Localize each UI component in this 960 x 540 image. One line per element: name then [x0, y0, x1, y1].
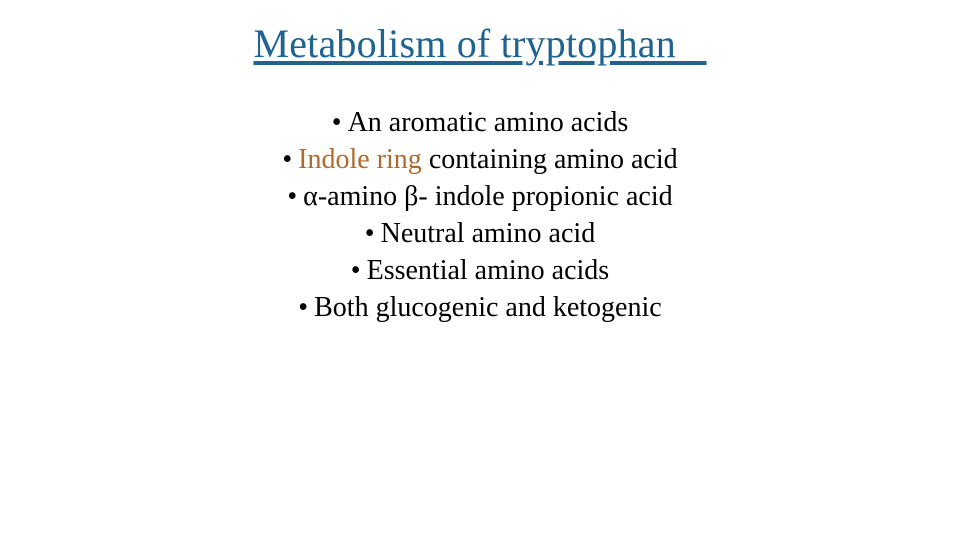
item-text: α-amino β- indole propionic acid: [303, 181, 672, 212]
bullet-icon: •: [332, 107, 348, 138]
item-text-highlight: Indole ring: [298, 144, 422, 175]
list-item: •Indole ring containing amino acid: [0, 142, 960, 179]
bullet-icon: •: [351, 255, 367, 286]
bullet-icon: •: [287, 181, 303, 212]
slide-title: Metabolism of tryptophan: [253, 21, 706, 66]
list-item: •Neutral amino acid: [0, 216, 960, 253]
bullet-icon: •: [282, 144, 298, 175]
item-text: Neutral amino acid: [381, 218, 596, 249]
bullet-icon: •: [298, 292, 314, 323]
item-text: Both glucogenic and ketogenic: [314, 292, 662, 323]
list-item: •An aromatic amino acids: [0, 105, 960, 142]
list-item: •Essential amino acids: [0, 253, 960, 290]
item-text-post: containing amino acid: [422, 144, 678, 175]
slide-container: Metabolism of tryptophan •An aromatic am…: [0, 0, 960, 540]
bullet-list: •An aromatic amino acids •Indole ring co…: [0, 105, 960, 327]
list-item: •α-amino β- indole propionic acid: [0, 179, 960, 216]
item-text: Essential amino acids: [367, 255, 610, 286]
slide-body: •An aromatic amino acids •Indole ring co…: [0, 105, 960, 327]
item-text: An aromatic amino acids: [348, 107, 629, 138]
bullet-icon: •: [365, 218, 381, 249]
slide-title-wrap: Metabolism of tryptophan: [0, 20, 960, 67]
list-item: •Both glucogenic and ketogenic: [0, 290, 960, 327]
